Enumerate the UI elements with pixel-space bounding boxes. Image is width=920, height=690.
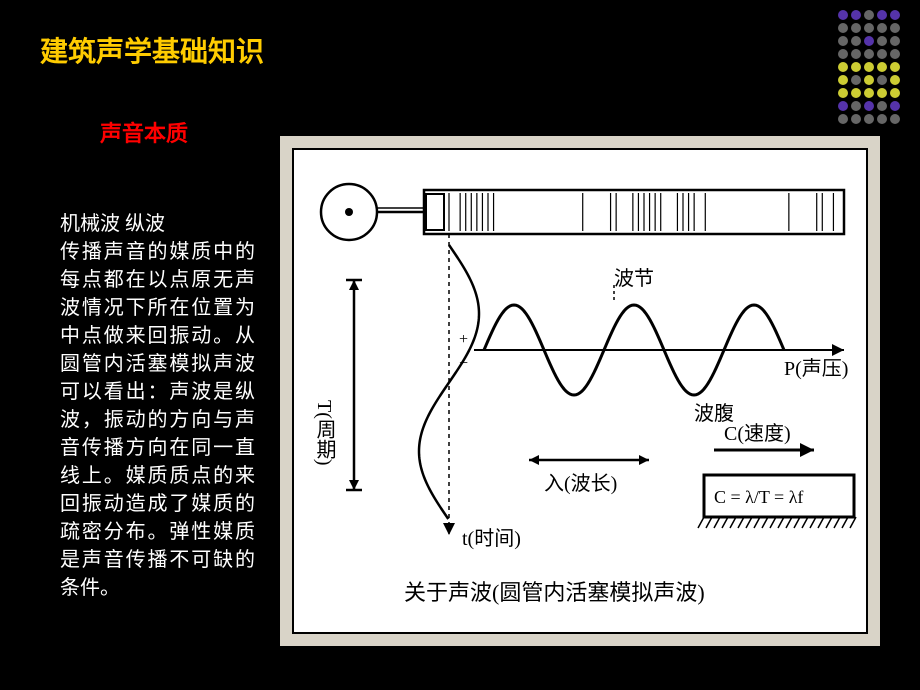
svg-text:C(速度): C(速度) [724,422,791,445]
svg-text:T(周期): T(周期) [313,400,336,466]
svg-text:−: − [459,355,468,372]
svg-text:t(时间): t(时间) [462,527,521,550]
svg-text:+: + [459,331,468,348]
svg-text:C = λ/T = λf: C = λ/T = λf [714,487,803,507]
svg-text:波腹: 波腹 [694,402,734,425]
figure-frame: + − T(周期) t(时间) 波节 P(声压) 波腹入(波长) C(速度) C = λ/T =… [280,136,880,646]
wave-diagram: + − T(周期) t(时间) 波节 P(声压) 波腹入(波长) C(速度) C = λ/T =… [294,150,866,632]
svg-text:关于声波(圆管内活塞模拟声波): 关于声波(圆管内活塞模拟声波) [404,580,705,605]
svg-text:入(波长): 入(波长) [544,472,617,495]
svg-text:波节: 波节 [614,267,654,290]
svg-text:P(声压): P(声压) [784,357,848,380]
figure-inner: + − T(周期) t(时间) 波节 P(声压) 波腹入(波长) C(速度) C = λ/T =… [292,148,868,634]
slide-title: 建筑声学基础知识 [40,30,264,70]
slide-body: 机械波 纵波传播声音的媒质中的每点都在以点原无声波情况下所在位置为中点做来回振动… [60,210,255,602]
decoration-dots [838,10,900,124]
slide-subtitle: 声音本质 [100,116,188,148]
